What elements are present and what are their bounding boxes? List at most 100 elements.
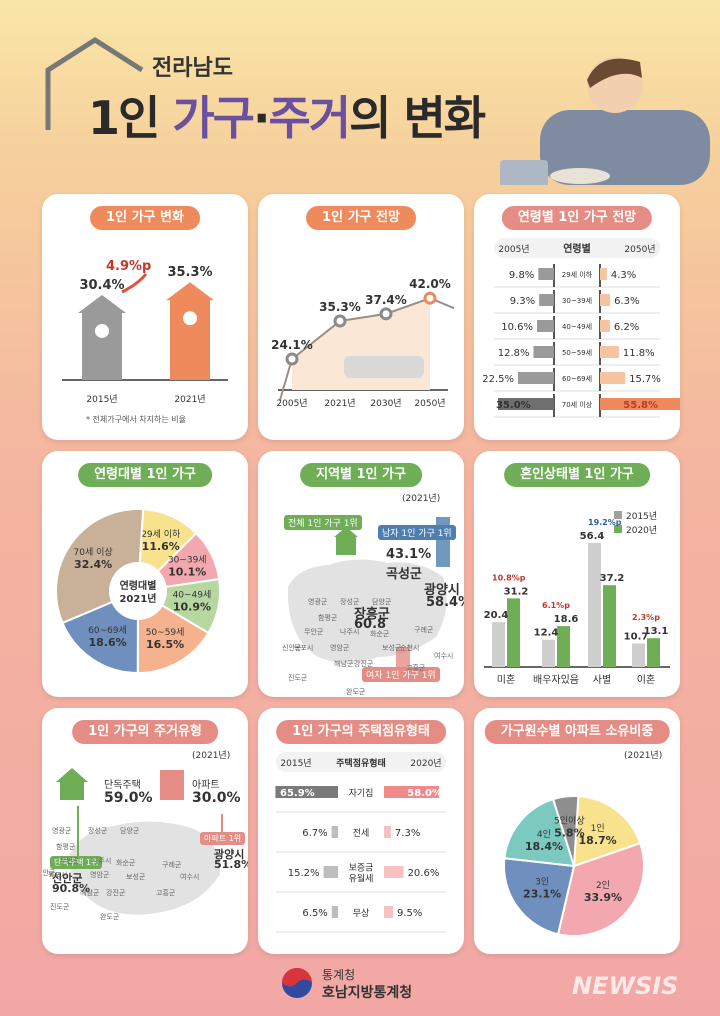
slice-value: 10.9% <box>173 601 211 614</box>
row-label: 40~49세 <box>562 322 592 331</box>
gwangyang-value: 51.8% <box>214 858 248 871</box>
bar-2020 <box>557 626 570 667</box>
sinan-name: 신안군 <box>52 872 83 885</box>
bar-2005 <box>518 372 554 384</box>
tag-detached: 단독주택 1위 <box>50 856 103 869</box>
legend-2020: 2020년 <box>626 525 657 536</box>
map-region-label: 영광군 <box>52 827 72 835</box>
year-label: (2021년) <box>192 751 231 761</box>
page-title: 1인 가구·주거의 변화 <box>88 91 486 145</box>
card-region: 지역별 1인 가구 (2021년) 전체 1인 가구 1위 남자 1인 가구 1… <box>258 451 464 697</box>
card-age-outlook: 연령별 1인 가구 전망 2005년 연령별 2050년 29세 이하 9.8% 4.3%… <box>474 194 680 440</box>
row-label: 보증금 <box>349 863 374 874</box>
bar-2020 <box>507 598 520 667</box>
card-title: 혼인상태별 1인 가구 <box>504 463 650 487</box>
value-2015: 6.5% <box>302 908 327 919</box>
value-2050: 11.8% <box>623 348 655 359</box>
card-age-group: 연령대별 1인 가구 29세 이하 11.6% 30~39세 10.1% 40~49세 1… <box>42 451 248 697</box>
card-housing-type: 1인 가구의 주거유형 (2021년) 단독주택 59.0% 아파트 30.0%… <box>42 708 248 954</box>
building-icon <box>160 770 184 800</box>
map-region-label: 목포시 <box>48 871 68 879</box>
pie-slice <box>55 508 145 625</box>
value-2050: 4.3% <box>611 270 636 281</box>
card-title: 1인 가구 전망 <box>306 206 416 230</box>
outlook-chart: 24.1% 2005년 35.3% 2021년 37.4% 2030년 42.0% 2050년 <box>271 277 455 409</box>
value-2005: 9.3% <box>510 296 535 307</box>
map-region-label: 고흥군 <box>156 889 176 897</box>
value-2005: 10.6% <box>501 322 533 333</box>
map-region-label: 여수시 <box>180 873 200 881</box>
tag-male: 남자 1인 가구 1위 <box>378 525 456 540</box>
gokseong-name: 곡성군 <box>386 567 422 582</box>
sinan-value: 90.8% <box>52 882 91 895</box>
sofa-illustration <box>344 356 424 378</box>
data-label: 35.3% <box>167 265 212 280</box>
map-region-label: 무안군 <box>60 857 80 865</box>
legend-2050: 2050년 <box>624 244 655 255</box>
slice-value: 18.7% <box>579 834 617 847</box>
row-label: 50~59세 <box>562 348 592 357</box>
slice-value: 16.5% <box>146 638 184 651</box>
tick-label: 배우자있음 <box>533 674 579 686</box>
slice-value: 11.6% <box>142 540 180 553</box>
bar-2050 <box>600 346 619 358</box>
bar-2050 <box>600 268 607 280</box>
gwangyang-value: 58.4% <box>426 595 464 610</box>
slice-value: 18.4% <box>525 840 563 853</box>
row-label: 유월세 <box>349 873 374 885</box>
map-region-label: 보성군 <box>382 644 402 652</box>
slice-value: 18.6% <box>88 636 126 649</box>
bar-2005 <box>498 398 554 410</box>
bar-2050 <box>600 398 680 410</box>
marital-chart: 2015년 2020년 20.4 31.2 미혼 10.8%p 12.4 18.6 배우자있음 6… <box>484 511 670 686</box>
org-name-2: 호남지방통계청 <box>322 985 413 1001</box>
person-icon <box>183 311 197 326</box>
slice-label: 4인 <box>537 829 551 840</box>
center-year: 2021년 <box>119 592 156 605</box>
footer-logo: 통계청 호남지방통계청 <box>280 964 450 1004</box>
pie-slice <box>136 603 210 675</box>
map-region-label: 완도군 <box>346 688 366 696</box>
slice-label: 60~69세 <box>88 625 127 636</box>
map-region-label: 여수시 <box>434 652 454 660</box>
map-region-label: 진도군 <box>288 674 308 682</box>
bar-2020 <box>384 866 404 878</box>
change-chart: 30.4% 2015년 35.3% 2021년 4.9%p <box>62 259 228 405</box>
age-group-chart: 29세 이하11.6%30~39세10.1%40~49세10.9%50~59세1… <box>55 508 221 675</box>
map-region-label: 나주시 <box>92 857 112 865</box>
map-region-label: 함평군 <box>56 843 76 851</box>
card-title: 가구원수별 아파트 소유비중 <box>484 720 670 744</box>
footnote: * 전체가구에서 차지하는 비율 <box>86 415 186 424</box>
map-region-label: 담양군 <box>372 598 392 606</box>
bar-2015 <box>331 826 338 838</box>
change-label: 19.2%p <box>588 518 622 527</box>
data-label: 24.1% <box>271 338 313 352</box>
gokseong-value: 43.1% <box>386 547 432 562</box>
map-region-label: 신안군 <box>282 644 302 652</box>
map-region-label: 영암군 <box>90 871 110 879</box>
bar-2005 <box>537 320 554 332</box>
map-region-label: 신안군 <box>42 869 56 877</box>
slice-label: 5인이상 <box>554 815 585 826</box>
value-2020: 18.6 <box>554 614 579 625</box>
value-2020: 9.5% <box>397 908 422 919</box>
bar-2050 <box>600 294 611 306</box>
bar <box>82 310 122 380</box>
tick-label: 이혼 <box>637 673 655 686</box>
tick-label: 사별 <box>593 674 611 686</box>
tick-label: 2021년 <box>174 394 205 405</box>
jangheung-value: 60.8 <box>354 617 387 632</box>
slice-label: 29세 이하 <box>141 529 181 540</box>
bar-2015 <box>632 643 645 667</box>
map-region-label: 무안군 <box>304 628 324 636</box>
bar-2005 <box>539 294 554 306</box>
tick-label: 2050년 <box>414 398 445 409</box>
bar-2005 <box>533 346 554 358</box>
bar-2015 <box>331 906 338 918</box>
legend-mid: 연령별 <box>563 242 591 255</box>
map-region-label: 완도군 <box>100 913 120 921</box>
row-label: 30~39세 <box>562 296 592 305</box>
card-marital: 혼인상태별 1인 가구 2015년 2020년 20.4 31.2 미혼 10.8%p 12… <box>474 451 680 697</box>
value-2020: 58.0% <box>407 788 442 799</box>
pie-slice <box>61 600 139 675</box>
